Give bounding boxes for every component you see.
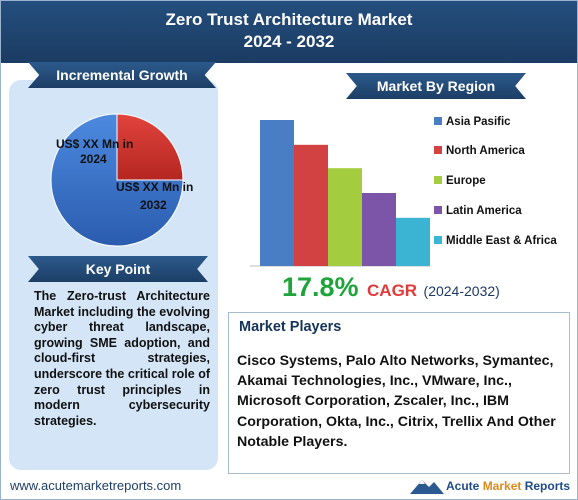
pie-slice-2032 [50,113,184,247]
footer-url-link[interactable]: www.acutemarketreports.com [10,478,182,493]
key-point-text: The Zero-trust Architecture Market inclu… [34,289,210,428]
legend-item-latin-america: Latin America [434,204,522,218]
legend-swatch [434,236,442,244]
legend-label: Latin America [446,205,522,217]
cagr-block: 17.8% CAGR (2024-2032) [282,272,500,303]
legend-swatch [434,176,442,184]
title-line-2: 2024 - 2032 [243,32,335,51]
logo-text: Acute Market Reports [446,479,570,493]
legend-swatch [434,117,442,125]
legend-item-middle-east-africa: Middle East & Africa [434,234,557,248]
market-players-title: Market Players [239,319,342,335]
region-bar-chart [250,120,430,267]
legend-item-asia-pasific: Asia Pasific [434,115,511,129]
key-point-ribbon: Key Point [28,256,208,282]
legend-label: Europe [446,175,486,187]
legend-swatch [434,146,442,154]
pie-label-2032-line1: US$ XX Mn in [116,180,193,194]
legend-item-north-america: North America [434,144,525,158]
pie-label-2024-line2: 2024 [80,152,107,166]
logo-text-reports: Reports [524,479,571,493]
bar-asia-pasific [260,120,294,266]
market-by-region-label: Market By Region [376,78,496,94]
market-players-box: Market Players Cisco Systems, Palo Alto … [228,312,570,474]
logo-text-acute: Acute [446,479,480,493]
cagr-value: 17.8% [282,272,359,302]
logo-text-market: Market [482,479,522,493]
legend-label: North America [446,145,525,157]
footer-logo: Acute Market Reports [410,476,570,496]
bar-europe [328,168,362,266]
pie-label-2024: US$ XX Mn in 2024 [56,137,137,166]
market-players-list: Cisco Systems, Palo Alto Networks, Syman… [237,353,556,450]
cagr-label: CAGR [367,281,418,300]
incremental-growth-label: Incremental Growth [56,67,188,83]
bar-latin-america [362,193,396,266]
pie-label-2032-line2: 2032 [140,198,167,212]
bar-middle-east-africa [396,217,430,266]
legend-label: Middle East & Africa [446,235,557,247]
key-point-label: Key Point [85,261,151,277]
market-by-region-ribbon: Market By Region [346,73,526,99]
title-line-1: Zero Trust Architecture Market [165,10,413,29]
pie-label-2032: US$ XX Mn in 2032 [116,180,197,212]
pie-slice-2024 [116,113,184,181]
growth-pie-chart: US$ XX Mn in 2024 US$ XX Mn in 2032 [50,113,197,247]
incremental-growth-ribbon: Incremental Growth [28,62,216,88]
page-title: Zero Trust Architecture Market 2024 - 20… [1,1,577,63]
legend-swatch [434,206,442,214]
cagr-period: (2024-2032) [423,283,500,299]
legend-item-europe: Europe [434,174,486,188]
legend-label: Asia Pasific [446,116,511,128]
pie-label-2024-line1: US$ XX Mn in [56,137,133,151]
logo-mountain-icon [410,480,444,494]
bar-north-america [294,144,328,266]
